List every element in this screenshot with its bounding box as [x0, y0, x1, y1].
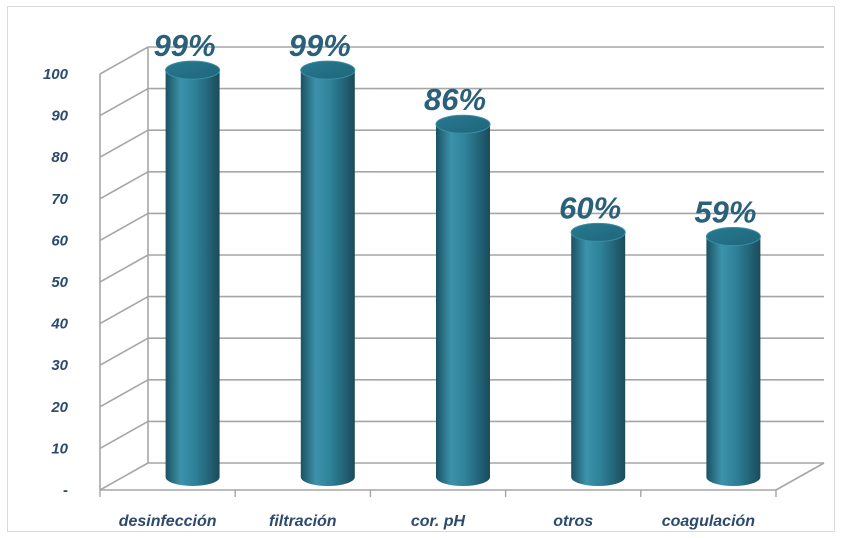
bar-body [300, 70, 355, 486]
x-tick-label: filtración [269, 513, 337, 530]
bar-coagulación [705, 227, 761, 486]
bar-top [435, 114, 491, 134]
bar-cor. pH [435, 114, 491, 487]
x-tick-label: otros [553, 513, 593, 530]
x-tick-label: coagulación [662, 513, 756, 530]
side-gridline-70 [99, 171, 149, 200]
bar-body [571, 232, 626, 486]
side-gridline-90 [99, 87, 149, 117]
side-gridline-30 [99, 337, 149, 366]
data-label: 86% [424, 82, 486, 117]
x-tick-labels: desinfección filtración cor. pH otros coagul… [119, 513, 756, 530]
chart-frame [7, 6, 835, 532]
bar-top [300, 60, 356, 80]
data-label: 60% [559, 190, 621, 225]
side-gridline-10 [99, 420, 149, 450]
side-gridline-60 [99, 212, 149, 242]
y-tick-label: 80 [51, 149, 68, 166]
y-tick-label: 40 [50, 316, 68, 333]
data-label: 59% [694, 195, 756, 230]
floor-edge [775, 462, 825, 491]
y-tick-label: - [63, 482, 68, 499]
bar-filtración [300, 60, 356, 486]
side-gridline-0 [99, 462, 149, 491]
axes [99, 47, 825, 497]
y-tick-label: 90 [51, 108, 68, 125]
data-labels: 99% 99% 86% 60% 59% [154, 28, 757, 229]
bar-body [706, 236, 761, 486]
y-tick-label: 70 [51, 191, 68, 208]
x-tick-label: cor. pH [411, 513, 466, 530]
y-tick-label: 10 [51, 440, 68, 457]
bar-body [436, 124, 490, 487]
y-tick-label: 50 [51, 274, 68, 291]
bars [165, 60, 761, 487]
x-tick-label: desinfección [119, 513, 217, 530]
side-gridline-40 [99, 295, 149, 325]
side-gridline-20 [99, 379, 149, 408]
bar-top [570, 222, 626, 242]
side-gridline-50 [99, 254, 149, 283]
side-gridline-80 [99, 129, 149, 158]
bar-otros [570, 222, 626, 486]
data-label: 99% [289, 28, 351, 63]
y-tick-label: 30 [51, 357, 68, 374]
bar-top [165, 60, 221, 80]
bar-body [165, 70, 220, 486]
y-tick-label: 60 [51, 232, 68, 249]
data-label: 99% [154, 28, 216, 63]
y-tick-labels: - 10 20 30 40 50 60 70 80 90 100 [43, 66, 69, 499]
side-gridline-100 [99, 46, 149, 75]
y-tick-label: 20 [50, 399, 68, 416]
bar-top [705, 227, 761, 247]
y-tick-label: 100 [43, 66, 69, 83]
bar-desinfección [165, 60, 221, 486]
